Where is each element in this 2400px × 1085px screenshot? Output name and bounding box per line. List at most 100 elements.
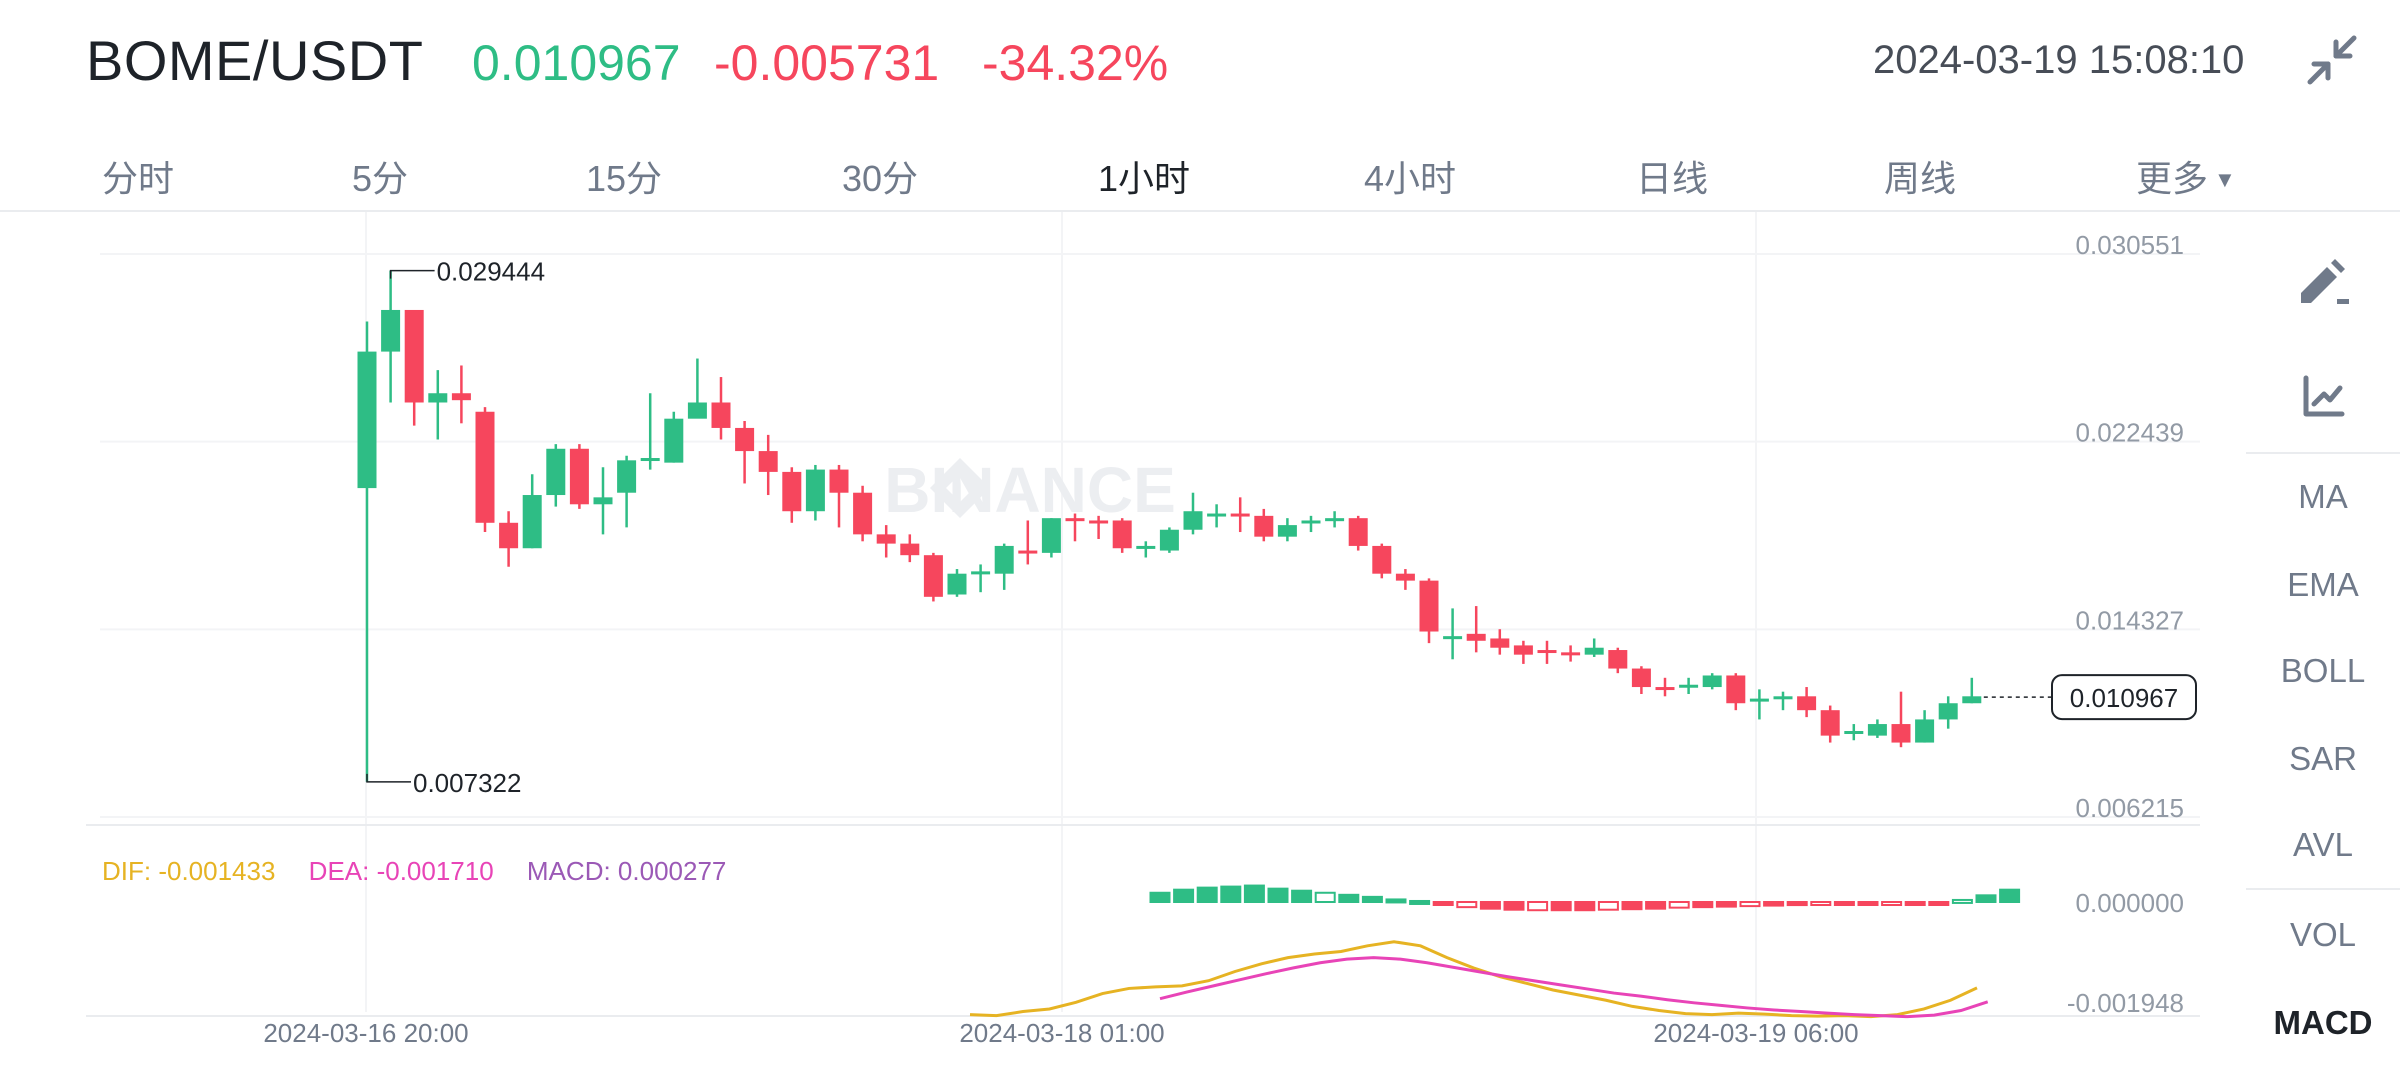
- candle-body: [475, 411, 495, 523]
- candle-body: [1018, 550, 1038, 554]
- candle-body: [451, 393, 471, 401]
- binance-logo-icon: [930, 458, 990, 518]
- toolbar-divider: [2246, 888, 2400, 890]
- indicator-ma[interactable]: MA: [2298, 478, 2348, 515]
- candle-body: [404, 309, 424, 403]
- tab-weekly[interactable]: 周线: [1884, 158, 1957, 199]
- candle-body: [1348, 518, 1368, 546]
- candle-body: [782, 471, 802, 512]
- candle-body: [876, 534, 896, 544]
- indicator-vol[interactable]: VOL: [2289, 916, 2357, 953]
- macd-bar: [1668, 901, 1690, 909]
- macd-bar: [1527, 901, 1549, 912]
- candle-body: [522, 495, 542, 549]
- macd-bar: [1432, 901, 1454, 906]
- tab-30m[interactable]: 30分: [842, 158, 919, 199]
- macd-bar: [1291, 889, 1313, 903]
- dif-line: [969, 940, 1978, 1019]
- chart-toolbar: MA EMA BOLL SAR AVL VOL MACD: [2246, 212, 2400, 1080]
- macd-bar: [1763, 901, 1785, 907]
- tab-4h[interactable]: 4小时: [1364, 158, 1457, 199]
- candle-body: [1773, 696, 1793, 700]
- last-price: 0.010967: [472, 35, 681, 91]
- tab-more-label: 更多: [2136, 158, 2209, 199]
- candle-body: [1065, 518, 1085, 522]
- candle-body: [947, 573, 967, 595]
- candle-body: [546, 448, 566, 496]
- macd-bar: [1739, 901, 1761, 908]
- pair-title[interactable]: BOME/USDT: [86, 29, 424, 92]
- macd-bar: [1857, 901, 1879, 906]
- candle-body: [1679, 684, 1699, 688]
- macd-bar: [1503, 901, 1525, 911]
- candle-body: [1207, 513, 1227, 517]
- macd-bar: [1975, 894, 1997, 903]
- macd-bar: [1220, 885, 1242, 904]
- x-axis-label: 2024-03-18 01:00: [959, 1018, 1164, 1048]
- macd-bar: [1267, 887, 1289, 903]
- indicator-sar[interactable]: SAR: [2289, 740, 2357, 777]
- candle-body: [1820, 710, 1840, 736]
- macd-bar: [1314, 891, 1336, 904]
- candle-body: [381, 309, 401, 352]
- candle-body: [805, 469, 825, 512]
- candle-body: [1136, 545, 1156, 549]
- indicator-macd[interactable]: MACD: [2273, 1004, 2373, 1041]
- y-tick-label: 0.006215: [2076, 793, 2184, 823]
- candle-body: [1513, 645, 1533, 655]
- candle-body: [1938, 703, 1958, 720]
- pencil-draw-icon[interactable]: [2276, 246, 2370, 316]
- candle-body: [735, 427, 755, 452]
- chart-panel[interactable]: BINANCE 0.030551 0.022439 0.014327 0.006215…: [0, 212, 2240, 1080]
- candle-body: [1608, 650, 1628, 669]
- tab-daily[interactable]: 日线: [1636, 158, 1709, 199]
- candle-body: [1797, 696, 1817, 711]
- tab-1h[interactable]: 1小时: [1098, 158, 1191, 199]
- toolbar-divider: [2246, 452, 2400, 454]
- candle-body: [1277, 525, 1297, 537]
- candlestick-chart[interactable]: BINANCE 0.030551 0.022439 0.014327 0.006215…: [0, 212, 2240, 1080]
- tab-5m[interactable]: 5分: [352, 158, 409, 199]
- macd-bar: [1597, 901, 1619, 911]
- indicator-ema[interactable]: EMA: [2287, 566, 2359, 603]
- candle-body: [1325, 518, 1345, 522]
- macd-bar: [1645, 901, 1667, 910]
- macd-bar: [1715, 901, 1737, 908]
- indicator-boll[interactable]: BOLL: [2280, 652, 2366, 689]
- candle-body: [1844, 731, 1864, 735]
- caret-down-icon: ▼: [2214, 167, 2236, 192]
- x-axis-label: 2024-03-19 06:00: [1653, 1018, 1858, 1048]
- macd-bar: [1385, 898, 1407, 904]
- candle-body: [1702, 675, 1722, 688]
- candle-body: [1372, 545, 1392, 574]
- candle-body: [499, 522, 519, 549]
- indicator-avl[interactable]: AVL: [2293, 826, 2353, 863]
- macd-bar: [1243, 884, 1265, 903]
- candle-body: [1466, 633, 1486, 641]
- binance-watermark: BINANCE: [884, 454, 1176, 526]
- candle-body: [569, 448, 589, 505]
- macd-bar: [1810, 901, 1832, 906]
- macd-bar: [1621, 901, 1643, 911]
- macd-bar: [1196, 886, 1218, 903]
- candle-body: [1419, 580, 1439, 632]
- tab-15m[interactable]: 15分: [586, 158, 663, 199]
- macd-y-tick-label: -0.001948: [2067, 988, 2184, 1018]
- tab-time-sharing[interactable]: 分时: [102, 158, 175, 199]
- macd-bar: [1786, 901, 1808, 907]
- timestamp: 2024-03-19 15:08:10: [1873, 38, 2245, 82]
- candle-body: [1112, 520, 1132, 549]
- macd-bar: [1456, 901, 1478, 909]
- candle-body: [1655, 687, 1675, 691]
- macd-bar: [1881, 901, 1903, 906]
- candle-body: [971, 571, 991, 575]
- collapse-arrows-icon[interactable]: [2304, 32, 2360, 88]
- low-marker: [366, 773, 411, 783]
- candle-body: [1490, 638, 1510, 648]
- candle-body: [357, 351, 377, 489]
- tab-more[interactable]: 更多 ▼: [2136, 150, 2236, 202]
- candle-body: [1254, 515, 1274, 537]
- current-price-label: 0.010967: [2070, 683, 2178, 713]
- y-tick-label: 0.022439: [2076, 418, 2184, 448]
- chart-indicator-icon[interactable]: [2276, 362, 2370, 432]
